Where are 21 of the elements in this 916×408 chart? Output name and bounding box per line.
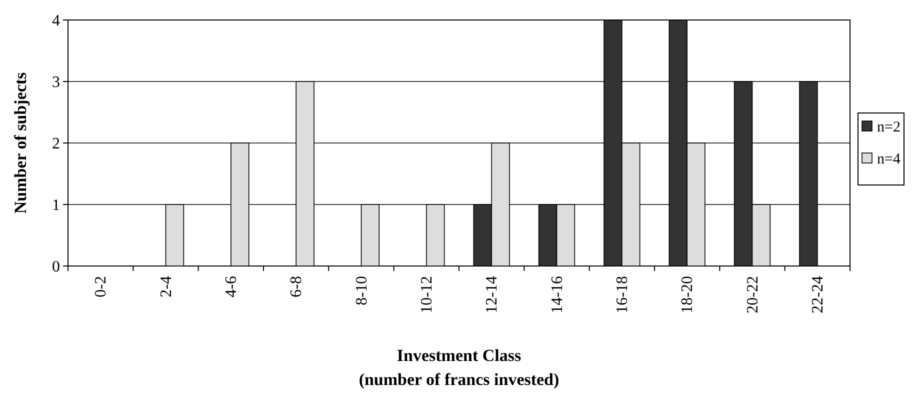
x-tick-label: 18-20 — [679, 276, 696, 314]
legend-label: n=4 — [877, 151, 901, 168]
x-tick-label: 22-24 — [809, 276, 826, 314]
legend-label: n=2 — [877, 119, 900, 136]
x-tick-label: 20-22 — [744, 276, 762, 314]
y-tick-label: 0 — [52, 258, 60, 276]
x-axis-title: Investment Class (number of francs invested) — [358, 346, 560, 389]
x-tick-label: 16-18 — [614, 276, 631, 314]
x-tick-label: 6-8 — [288, 276, 306, 298]
y-tick-label: 2 — [52, 136, 60, 153]
x-tick-label: 14-16 — [548, 276, 566, 314]
x-tick-label: 8-10 — [353, 276, 370, 306]
y-tick-label: 4 — [52, 12, 60, 30]
y-tick-label: 1 — [52, 197, 60, 214]
y-tick-label: 3 — [52, 74, 60, 92]
x-tick-label: 12-14 — [484, 276, 501, 314]
x-tick-label: 10-12 — [418, 276, 436, 314]
x-tick-label: 4-6 — [222, 276, 240, 298]
y-axis-title: Number of subjects — [11, 72, 30, 214]
x-tick-label: 2-4 — [158, 276, 175, 298]
x-tick-label: 0-2 — [92, 276, 110, 298]
